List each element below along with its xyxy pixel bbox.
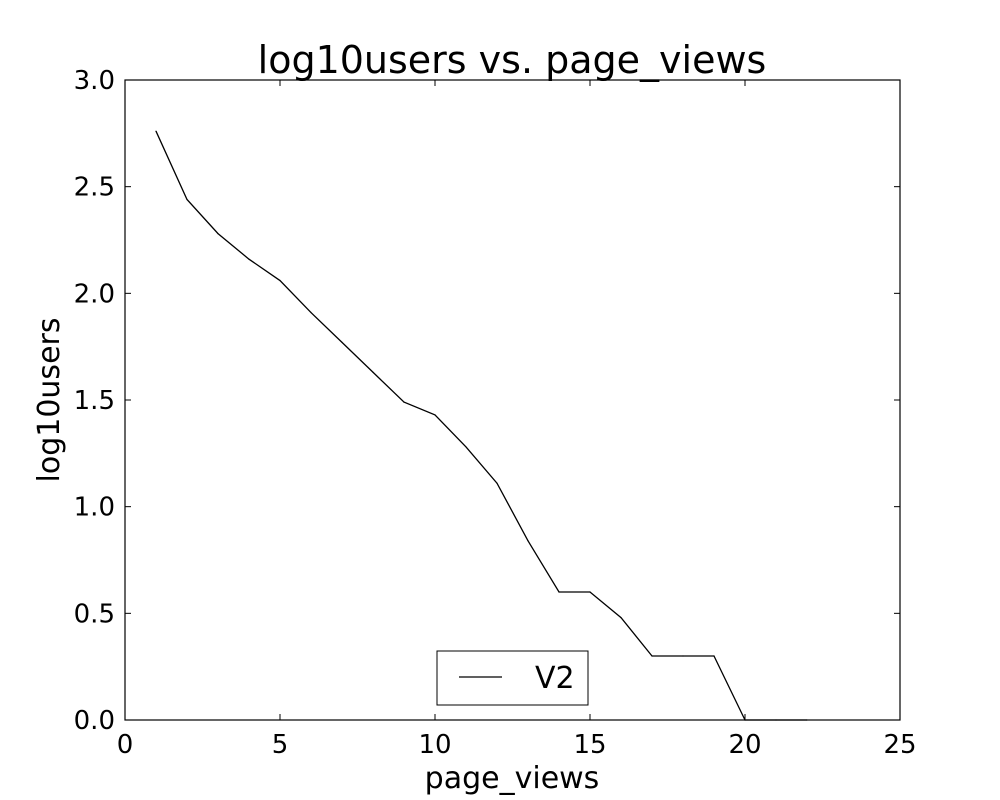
- data-point: [248, 258, 250, 260]
- data-point: [713, 655, 715, 657]
- data-point: [155, 130, 157, 132]
- x-tick-label: 25: [883, 730, 916, 760]
- x-tick-label: 15: [573, 730, 606, 760]
- data-point: [372, 371, 374, 373]
- y-tick-label: 2.0: [74, 279, 115, 309]
- data-point: [341, 341, 343, 343]
- data-point: [465, 446, 467, 448]
- x-tick-label: 5: [272, 730, 289, 760]
- data-point: [527, 540, 529, 542]
- data-point: [682, 655, 684, 657]
- y-tick-label: 0.0: [74, 706, 115, 736]
- legend-label-v2: V2: [535, 661, 575, 696]
- y-axis-label: log10users: [32, 318, 67, 483]
- data-point: [434, 414, 436, 416]
- series-layer: [155, 130, 808, 721]
- data-point: [186, 198, 188, 201]
- series-line-v2: [155, 130, 807, 721]
- x-tick-label: 20: [728, 730, 761, 760]
- y-tick-label: 3.0: [74, 66, 115, 96]
- data-point: [651, 655, 653, 657]
- legend: V2: [436, 650, 589, 706]
- data-point: [403, 401, 405, 403]
- data-point: [217, 233, 219, 235]
- data-point: [620, 617, 622, 619]
- data-point: [310, 311, 312, 314]
- chart-title: log10users vs. page_views: [258, 38, 767, 82]
- x-axis: 0 5 10 15 20 25: [117, 80, 917, 760]
- data-point: [806, 719, 808, 721]
- data-point: [589, 591, 591, 593]
- data-point: [744, 719, 746, 721]
- x-tick-label: 0: [117, 730, 134, 760]
- data-point: [775, 719, 777, 721]
- y-tick-label: 0.5: [74, 599, 115, 629]
- data-point: [496, 482, 498, 484]
- y-tick-label: 2.5: [74, 173, 115, 203]
- data-point: [279, 279, 281, 282]
- y-tick-label: 1.0: [74, 493, 115, 523]
- plot-frame: [124, 79, 901, 721]
- x-axis-label: page_views: [425, 761, 600, 796]
- data-point: [558, 591, 560, 593]
- y-tick-label: 1.5: [74, 386, 115, 416]
- legend-box: [436, 650, 589, 706]
- x-tick-label: 10: [418, 730, 451, 760]
- y-axis: 0.0 0.5 1.0 1.5 2.0 2.5 3.0: [74, 66, 900, 736]
